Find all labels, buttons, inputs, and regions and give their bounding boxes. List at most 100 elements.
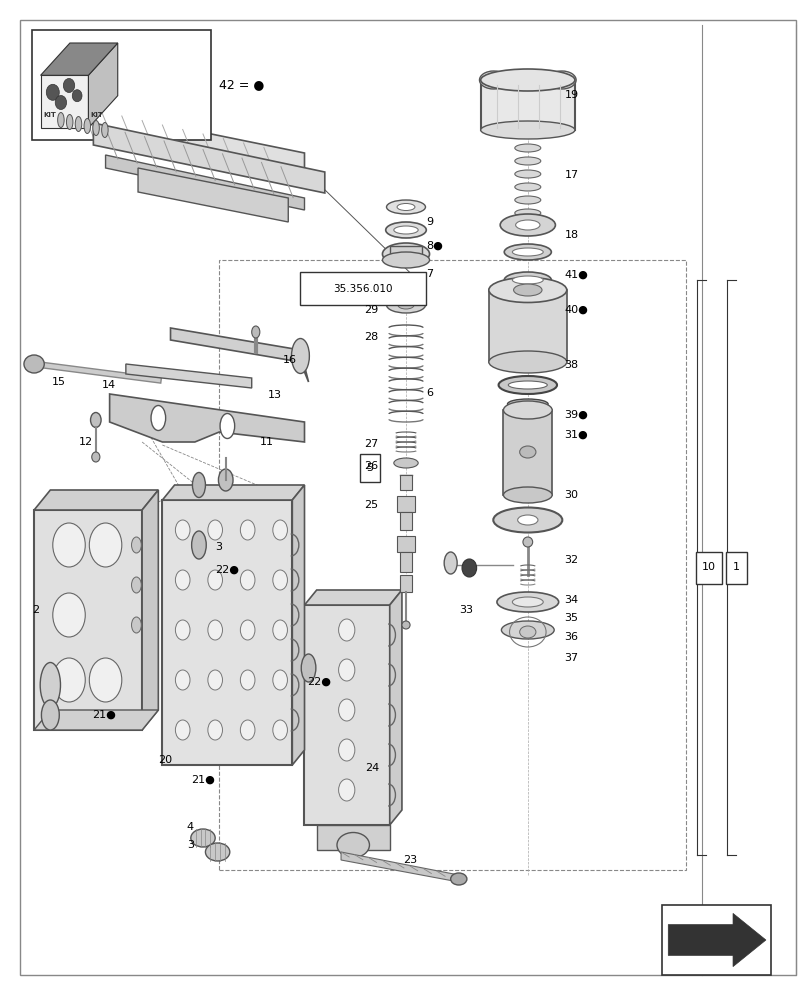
Ellipse shape (272, 520, 287, 540)
Polygon shape (341, 852, 458, 882)
Ellipse shape (488, 351, 566, 373)
Ellipse shape (386, 297, 425, 313)
Ellipse shape (386, 200, 425, 214)
Ellipse shape (53, 523, 85, 567)
Ellipse shape (131, 537, 141, 553)
Ellipse shape (175, 670, 190, 690)
Text: 8●: 8● (426, 241, 443, 251)
Polygon shape (34, 710, 158, 730)
Ellipse shape (272, 670, 287, 690)
Polygon shape (667, 913, 765, 967)
Ellipse shape (41, 700, 59, 730)
Ellipse shape (338, 619, 354, 641)
FancyBboxPatch shape (20, 20, 795, 975)
Ellipse shape (338, 779, 354, 801)
Text: 29: 29 (363, 305, 378, 315)
FancyBboxPatch shape (397, 536, 414, 552)
Ellipse shape (393, 458, 418, 468)
Text: 10: 10 (701, 562, 715, 572)
Text: 20: 20 (158, 755, 172, 765)
Text: 5: 5 (366, 463, 373, 473)
Ellipse shape (507, 399, 547, 409)
Ellipse shape (504, 244, 551, 260)
Text: 32: 32 (564, 555, 577, 565)
Text: 35: 35 (564, 613, 577, 623)
Ellipse shape (478, 71, 508, 89)
Ellipse shape (84, 118, 91, 133)
Text: 30: 30 (564, 490, 577, 500)
Text: 13: 13 (268, 390, 281, 400)
Ellipse shape (175, 720, 190, 740)
Ellipse shape (89, 523, 122, 567)
Ellipse shape (385, 222, 426, 238)
Text: 37: 37 (564, 653, 577, 663)
Ellipse shape (208, 620, 222, 640)
Ellipse shape (500, 621, 553, 639)
Ellipse shape (192, 473, 205, 497)
Ellipse shape (92, 120, 99, 135)
Circle shape (46, 84, 59, 100)
Text: 14: 14 (101, 380, 115, 390)
Ellipse shape (131, 577, 141, 593)
Ellipse shape (53, 658, 85, 702)
Polygon shape (93, 123, 324, 193)
Polygon shape (162, 485, 304, 500)
FancyBboxPatch shape (661, 905, 770, 975)
Ellipse shape (514, 209, 540, 217)
Ellipse shape (91, 412, 101, 428)
Ellipse shape (519, 626, 535, 638)
Text: 42 = ●: 42 = ● (219, 79, 264, 92)
Ellipse shape (208, 720, 222, 740)
Ellipse shape (240, 620, 255, 640)
Polygon shape (138, 168, 288, 222)
Ellipse shape (514, 157, 540, 165)
Ellipse shape (503, 401, 551, 419)
FancyBboxPatch shape (359, 454, 380, 482)
Text: 17: 17 (564, 170, 577, 180)
Ellipse shape (547, 71, 576, 89)
Ellipse shape (514, 183, 540, 191)
Polygon shape (304, 590, 401, 605)
Ellipse shape (131, 617, 141, 633)
Ellipse shape (151, 406, 165, 430)
Ellipse shape (272, 720, 287, 740)
Ellipse shape (513, 284, 542, 296)
Ellipse shape (500, 214, 555, 236)
FancyBboxPatch shape (389, 246, 422, 260)
Text: 1: 1 (732, 562, 739, 572)
Text: 39●: 39● (564, 410, 587, 420)
Ellipse shape (92, 452, 100, 462)
Text: 36: 36 (564, 632, 577, 642)
Ellipse shape (301, 654, 315, 682)
Polygon shape (389, 590, 401, 825)
Polygon shape (488, 290, 566, 362)
Ellipse shape (40, 662, 60, 708)
Text: 23: 23 (403, 855, 417, 865)
Ellipse shape (382, 252, 429, 268)
FancyBboxPatch shape (399, 575, 412, 592)
FancyBboxPatch shape (399, 512, 412, 530)
Polygon shape (126, 364, 251, 388)
Ellipse shape (498, 376, 556, 394)
FancyBboxPatch shape (300, 272, 426, 305)
Ellipse shape (175, 620, 190, 640)
Ellipse shape (191, 531, 206, 559)
Polygon shape (69, 105, 304, 170)
Polygon shape (88, 43, 118, 128)
Polygon shape (170, 328, 308, 382)
Ellipse shape (205, 843, 230, 861)
FancyBboxPatch shape (695, 552, 721, 584)
Text: 22●: 22● (215, 565, 239, 575)
Polygon shape (480, 80, 574, 130)
Text: 7: 7 (426, 269, 433, 279)
Ellipse shape (240, 570, 255, 590)
Ellipse shape (67, 114, 73, 129)
Text: 15: 15 (52, 377, 66, 387)
Ellipse shape (291, 338, 309, 373)
FancyBboxPatch shape (32, 30, 211, 140)
Ellipse shape (514, 144, 540, 152)
Polygon shape (41, 43, 118, 75)
Polygon shape (304, 605, 389, 825)
Ellipse shape (492, 508, 561, 532)
Polygon shape (162, 500, 292, 765)
